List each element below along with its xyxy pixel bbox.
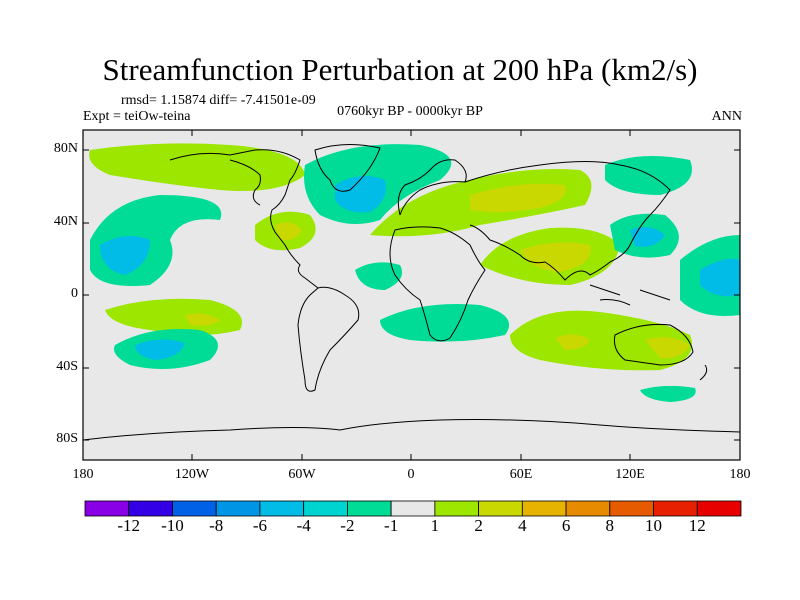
contour-region bbox=[645, 336, 690, 359]
colorbar-label: -4 bbox=[296, 516, 311, 535]
colorbar-box bbox=[346, 500, 392, 517]
lat-label: 40N bbox=[53, 214, 78, 229]
lat-label: 40S bbox=[56, 359, 78, 374]
axis-ticks bbox=[83, 130, 740, 460]
contour-region bbox=[105, 298, 242, 335]
colorbar-box bbox=[478, 500, 523, 517]
colorbar-box bbox=[259, 500, 305, 517]
contour-region bbox=[605, 156, 692, 195]
colorbar-label: -2 bbox=[340, 516, 355, 535]
colorbar-box bbox=[653, 500, 698, 517]
colorbar-label: -6 bbox=[252, 516, 267, 535]
lat-label: 80S bbox=[56, 431, 78, 446]
colorbar-label: 8 bbox=[605, 516, 615, 535]
lon-label: 180 bbox=[72, 467, 94, 482]
contour-region bbox=[89, 143, 305, 191]
colorbar-box bbox=[434, 500, 480, 517]
lon-label: 60W bbox=[288, 467, 316, 482]
colorbar-label: -8 bbox=[209, 516, 224, 535]
colorbar-label: -10 bbox=[161, 516, 184, 535]
contour-region bbox=[100, 236, 150, 275]
coastline-antarctica bbox=[83, 419, 740, 441]
season-label: ANN bbox=[711, 109, 742, 124]
colorbar-label: 6 bbox=[561, 516, 571, 535]
contour-region bbox=[355, 262, 403, 290]
colorbar-box bbox=[303, 500, 348, 517]
contour-region bbox=[555, 334, 590, 350]
coastline-north-america bbox=[169, 149, 319, 289]
coastline-new-zealand bbox=[699, 364, 708, 381]
colorbar-label: 1 bbox=[430, 516, 440, 535]
colorbar-box bbox=[565, 500, 611, 517]
contour-region bbox=[700, 258, 740, 297]
colorbar-box bbox=[215, 500, 261, 517]
colorbar-box bbox=[84, 500, 130, 517]
colorbar-label: 4 bbox=[518, 516, 527, 535]
colorbar-label: 12 bbox=[688, 516, 706, 535]
colorbar-box bbox=[172, 500, 217, 517]
contour-region bbox=[640, 385, 696, 402]
rmsd-diff-stats: rmsd= 1.15874 diff= -7.41501e-09 bbox=[121, 93, 316, 108]
colorbar-label: 10 bbox=[645, 516, 663, 535]
coastline-europe bbox=[397, 159, 467, 216]
contour-region bbox=[275, 222, 302, 241]
colorbar-box bbox=[609, 500, 654, 517]
colorbar-box bbox=[128, 500, 173, 517]
colorbar-box bbox=[696, 500, 742, 517]
coastlines bbox=[83, 143, 740, 441]
experiment-label: Expt = teiOw-teina bbox=[83, 109, 191, 124]
lon-label: 60E bbox=[509, 467, 533, 482]
contour-fields bbox=[89, 143, 740, 402]
contour-region bbox=[185, 313, 220, 326]
lon-label: 180 bbox=[729, 467, 751, 482]
plot-title: Streamfunction Perturbation at 200 hPa (… bbox=[102, 52, 698, 87]
lat-label: 80N bbox=[53, 141, 78, 156]
contour-region bbox=[630, 226, 665, 247]
coastline-greenland bbox=[314, 143, 381, 192]
coastline-africa bbox=[389, 226, 486, 342]
coastline-canada-arctic bbox=[229, 159, 261, 206]
lon-label: 120E bbox=[615, 467, 645, 482]
contour-region bbox=[335, 176, 386, 213]
lon-label: 120W bbox=[174, 467, 210, 482]
contour-region bbox=[135, 339, 185, 360]
colorbar-label: 2 bbox=[474, 516, 483, 535]
lon-label: 0 bbox=[407, 467, 415, 482]
coastline-australia bbox=[614, 324, 694, 366]
colorbar-box bbox=[390, 500, 436, 517]
colorbar-label: -1 bbox=[384, 516, 399, 535]
lat-label: 0 bbox=[71, 286, 78, 301]
coastline-asia bbox=[464, 161, 671, 281]
colorbar-box bbox=[521, 500, 567, 517]
contour-region bbox=[520, 242, 591, 272]
coastline-south-america bbox=[297, 286, 360, 392]
colorbar-label: -12 bbox=[117, 516, 141, 535]
period-label: 0760kyr BP - 0000kyr BP bbox=[337, 104, 483, 119]
coastline-maritime bbox=[589, 284, 671, 306]
contour-region bbox=[470, 183, 566, 213]
contour-region bbox=[380, 304, 510, 342]
